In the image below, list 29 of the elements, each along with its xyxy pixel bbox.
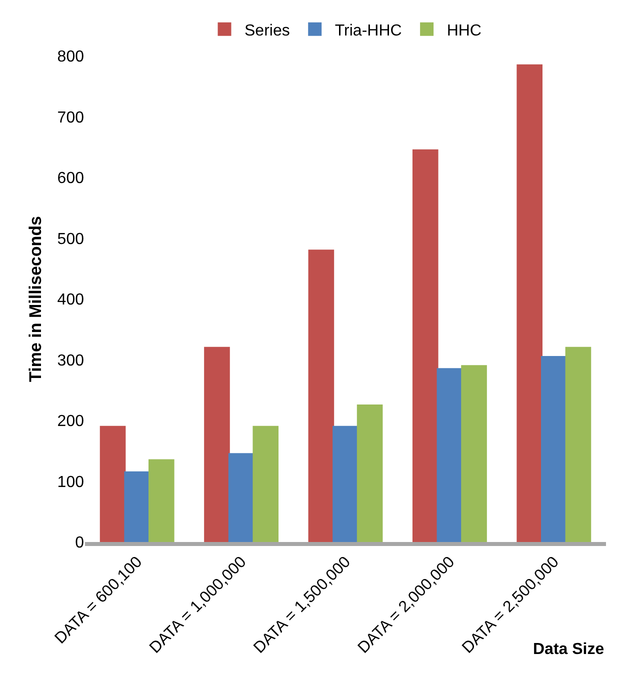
- bar: [540, 356, 567, 542]
- bar: [124, 471, 150, 542]
- legend-label: Tria-HHC: [334, 22, 402, 40]
- bar: [204, 346, 230, 542]
- y-tick-label: 600: [57, 170, 84, 188]
- y-axis-title: Time in Milliseconds: [26, 216, 45, 382]
- y-tick-label: 700: [57, 109, 84, 126]
- bar: [356, 404, 383, 542]
- bar: [516, 64, 542, 542]
- x-axis-title: Data Size: [533, 641, 604, 658]
- bar: [100, 426, 126, 542]
- y-tick-label: 500: [57, 230, 84, 248]
- bar: [461, 365, 487, 542]
- bar: [436, 368, 463, 542]
- y-tick-label: 800: [57, 48, 84, 66]
- legend-label: Series: [244, 22, 290, 40]
- legend-label: HHC: [446, 22, 482, 40]
- bar: [332, 426, 358, 542]
- bar: [308, 250, 334, 542]
- y-tick-label: 100: [57, 474, 84, 491]
- bar: [565, 346, 592, 542]
- bar: [228, 453, 254, 542]
- y-tick-label: 200: [57, 413, 84, 430]
- y-tick-label: 400: [57, 292, 84, 309]
- bar: [148, 459, 174, 542]
- y-tick-label: 300: [57, 352, 84, 370]
- y-tick-label: 0: [75, 534, 84, 552]
- bar: [252, 426, 279, 542]
- bar: [412, 149, 438, 542]
